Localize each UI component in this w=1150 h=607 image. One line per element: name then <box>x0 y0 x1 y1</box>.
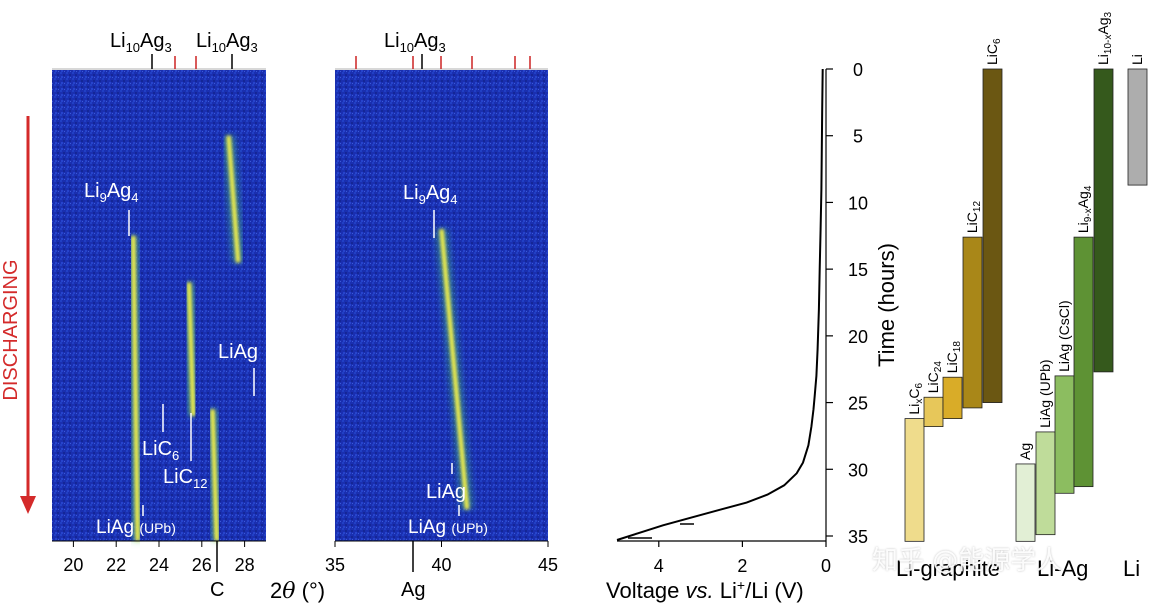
phase-label: Li10-xAg3 <box>1095 12 1114 65</box>
phase-label: LiAg (CsCl) <box>1056 300 1072 372</box>
x-tick-label: 4 <box>654 556 664 576</box>
reflection-line <box>131 235 140 542</box>
label-liag-upb-left: LiAg (UPb) <box>96 517 176 538</box>
group-label-li-graphite: Li-graphite <box>896 556 1000 581</box>
phase-bar <box>1073 236 1094 488</box>
x-axis-title-2theta: 2θ (°) <box>270 578 325 604</box>
group-label-li: Li <box>1123 556 1140 581</box>
phase-bar <box>942 376 963 419</box>
y-tick-label: 25 <box>848 394 868 414</box>
y-axis-title-time: Time (hours) <box>874 243 899 367</box>
y-tick-label: 10 <box>848 193 868 213</box>
xrd-heatmap-left: 20 22 24 26 28 Li10Ag3 Li10Ag3 Li9Ag4 LiAg L… <box>52 30 266 601</box>
phase-bar <box>982 68 1003 403</box>
y-tick-label: 5 <box>853 127 863 147</box>
label-li9ag4-right: Li9Ag4 <box>403 182 458 207</box>
y-tick-label: 0 <box>853 60 863 80</box>
voltage-curve <box>616 68 824 541</box>
x-tick-label: 28 <box>235 555 255 575</box>
voltage-ticks: 4 2 0 <box>654 541 831 576</box>
x-tick-label: 0 <box>821 556 831 576</box>
x-axis-title-voltage: Voltage vs. Li+/Li (V) <box>606 577 804 603</box>
phase-bar <box>962 236 983 409</box>
time-ticks: 0 5 10 15 20 25 30 35 <box>826 60 868 547</box>
x-tick-label: 20 <box>63 555 83 575</box>
y-tick-label: 35 <box>848 527 868 547</box>
discharging-arrow-head <box>20 496 36 514</box>
phase-bar <box>904 418 925 542</box>
x-tick-label: 22 <box>106 555 126 575</box>
phase-label: Li9-xAg4 <box>1075 185 1094 233</box>
label-liag-right: LiAg <box>426 481 466 503</box>
label-c: C <box>210 579 224 601</box>
y-tick-label: 20 <box>848 327 868 347</box>
phase-bar <box>1035 431 1056 536</box>
phase-label: LiC18 <box>944 341 963 374</box>
label-liag-left: LiAg <box>218 341 258 363</box>
x-tick-label: 26 <box>192 555 212 575</box>
label-lic12: LiC12 <box>163 466 207 491</box>
xrd-left-reflections <box>127 69 255 542</box>
x-tick-label: 40 <box>431 555 451 575</box>
phase-label: LixC6 <box>906 383 925 415</box>
y-tick-label: 15 <box>848 260 868 280</box>
label-li9ag4-left: Li9Ag4 <box>84 180 139 205</box>
reflection-line <box>186 282 196 416</box>
phase-label: Ag <box>1017 443 1033 460</box>
phase-bar <box>923 396 944 427</box>
heatmap-right-background <box>335 69 548 541</box>
phase-bar <box>1054 375 1075 494</box>
phase-label: LiAg (UPb) <box>1037 359 1053 427</box>
reflection-line <box>226 135 241 263</box>
x-tick-label: 2 <box>737 556 747 576</box>
discharging-annotation: DISCHARGING <box>0 116 36 514</box>
phase-label: LiC24 <box>925 361 944 394</box>
x-ticks-right: 35 40 45 <box>325 541 558 575</box>
xrd-heatmap-right: 35 40 45 Li10Ag3 Li9Ag4 LiAg LiAg (UPb) Ag <box>325 30 558 601</box>
discharging-label: DISCHARGING <box>0 259 22 400</box>
x-tick-label: 35 <box>325 555 345 575</box>
y-tick-label: 30 <box>848 460 868 480</box>
x-ticks-left: 20 22 24 26 28 <box>63 541 255 575</box>
group-label-li-ag: Li-Ag <box>1037 556 1088 581</box>
phase-bar <box>1015 463 1036 542</box>
phase-bar <box>1127 68 1148 186</box>
label-li10ag3-a: Li10Ag3 <box>110 30 172 55</box>
reflection-line <box>439 228 470 510</box>
phase-label: LiC12 <box>964 201 983 234</box>
watermark: 知乎 @能源学人 <box>872 546 1063 576</box>
xrd-right-reflections <box>411 69 540 541</box>
label-ag: Ag <box>401 579 425 601</box>
label-li10ag3-b: Li10Ag3 <box>196 30 258 55</box>
x-tick-label: 24 <box>149 555 169 575</box>
phase-bar <box>1093 68 1114 373</box>
phase-label: Li <box>1129 54 1145 65</box>
phase-label: LiC6 <box>984 38 1003 65</box>
reflection-line <box>210 409 220 542</box>
label-li10ag3-right: Li10Ag3 <box>384 30 446 55</box>
label-liag-upb-right: LiAg (UPb) <box>408 517 488 538</box>
x-tick-label: 45 <box>538 555 558 575</box>
